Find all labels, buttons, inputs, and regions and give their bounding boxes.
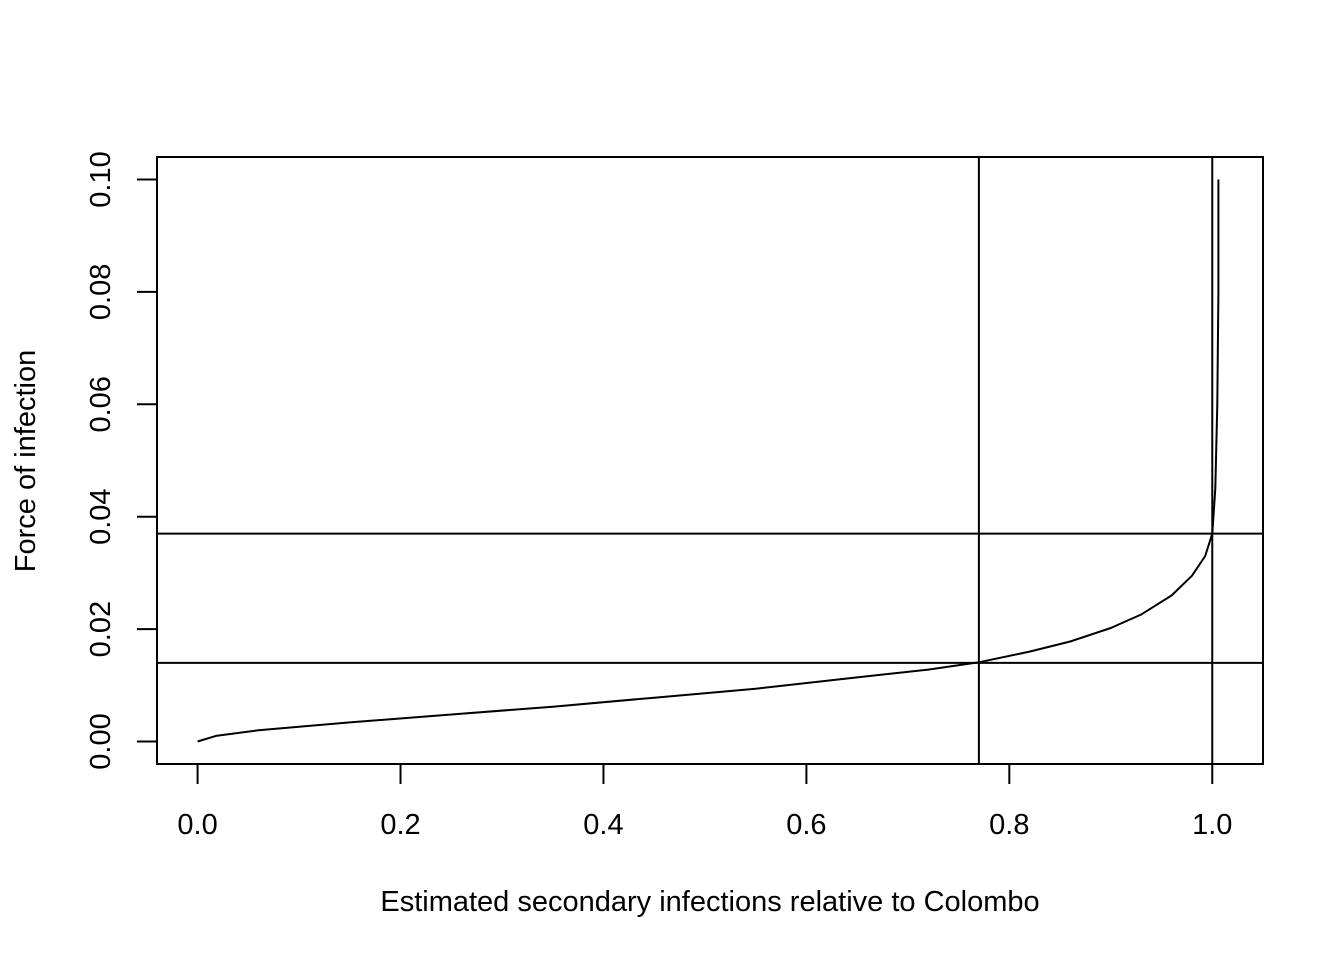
reference-lines	[157, 157, 1263, 764]
x-tick-label: 0.8	[989, 809, 1029, 841]
y-tick-label: 0.02	[85, 601, 117, 657]
plot-frame	[156, 156, 1264, 765]
x-axis-title: Estimated secondary infections relative …	[380, 886, 1039, 918]
series-group	[197, 179, 1220, 743]
y-axis: 0.00 0.02 0.04 0.06 0.08 0.10	[85, 151, 158, 770]
x-tick-label: 0.0	[177, 809, 217, 841]
x-tick-label: 0.2	[380, 809, 420, 841]
y-tick-label: 0.08	[85, 264, 117, 320]
y-tick-label: 0.04	[85, 488, 117, 544]
x-tick-label: 0.6	[786, 809, 826, 841]
x-tick-label: 1.0	[1192, 809, 1232, 841]
y-axis-title: Force of infection	[10, 350, 42, 572]
y-tick-label: 0.10	[85, 151, 117, 207]
series-line	[197, 179, 1220, 743]
y-tick-label: 0.00	[85, 713, 117, 769]
x-axis: 0.0 0.2 0.4 0.6 0.8 1.0	[177, 763, 1232, 841]
y-tick-label: 0.06	[85, 376, 117, 432]
x-tick-label: 0.4	[583, 809, 623, 841]
